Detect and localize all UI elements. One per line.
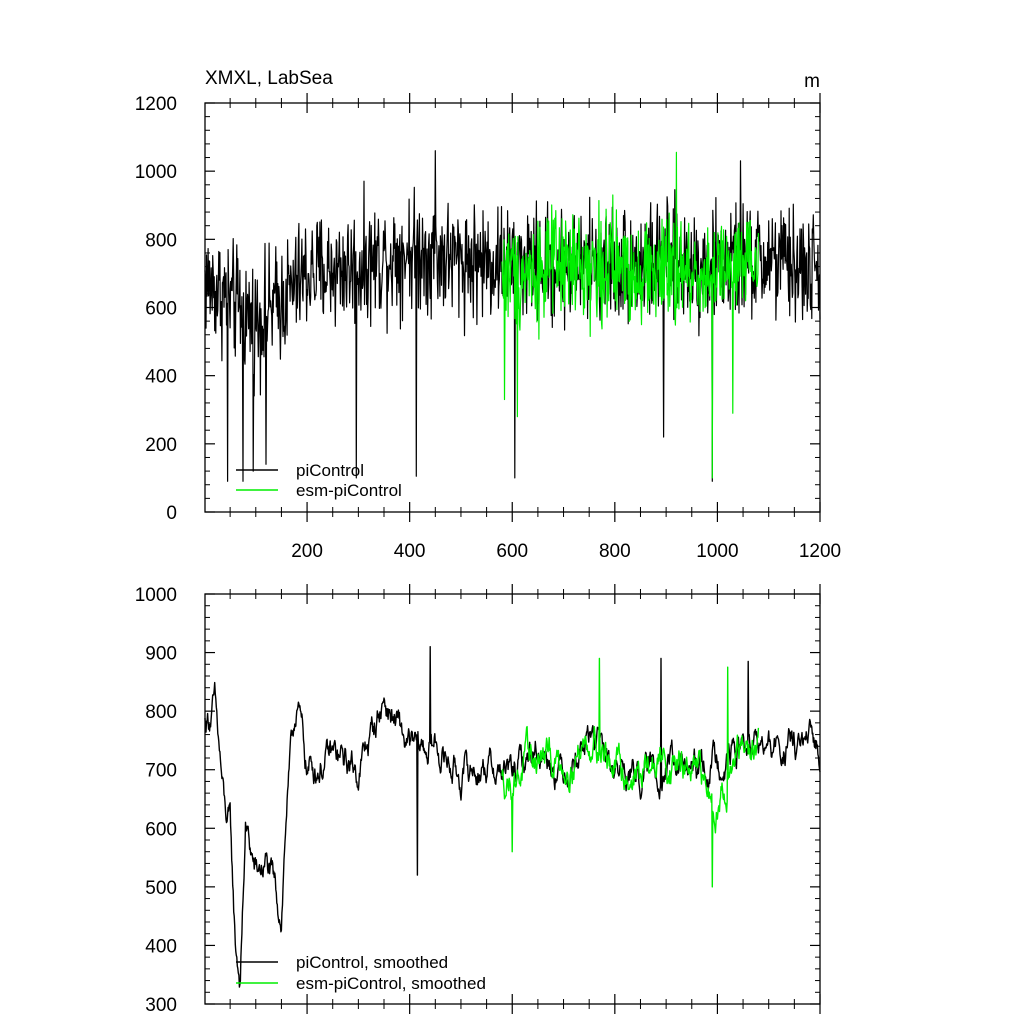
x-tick-label: 1000 [696, 541, 738, 562]
top-chart-title: XMXL, LabSea [205, 68, 333, 89]
top-units-label: m [804, 71, 820, 92]
y-tick-label: 500 [145, 878, 177, 899]
x-tick-label: 1200 [799, 541, 841, 562]
x-tick-label: 600 [496, 541, 528, 562]
top-legend: piControl esm-piControl [236, 461, 402, 500]
y-tick-label: 0 [166, 503, 177, 524]
series-line-picontrol-smoothed [204, 646, 821, 988]
y-tick-label: 400 [145, 936, 177, 957]
y-tick-label: 600 [145, 819, 177, 840]
y-tick-label: 800 [145, 702, 177, 723]
x-tick-label: 200 [291, 541, 323, 562]
y-tick-label: 800 [145, 230, 177, 251]
top-x-tick-labels: 200 400 600 800 1000 1200 [291, 541, 841, 562]
top-panel: 0 200 400 600 800 1000 1200 200 400 600 800 1000 12… [135, 68, 841, 562]
top-y-tick-labels: 0 200 400 600 800 1000 1200 [135, 94, 177, 524]
y-tick-label: 1000 [135, 162, 177, 183]
y-tick-label: 700 [145, 761, 177, 782]
x-tick-label: 400 [394, 541, 426, 562]
legend-label-piControl: piControl [296, 461, 364, 480]
y-tick-label: 300 [145, 995, 177, 1016]
top-series-layer [204, 150, 821, 482]
legend-label-esm-piControl: esm-piControl [296, 481, 402, 500]
bottom-series-layer [204, 646, 821, 988]
series-line-esm-picontrol-smoothed [501, 657, 760, 888]
y-tick-label: 900 [145, 644, 177, 665]
y-tick-label: 600 [145, 299, 177, 320]
top-tick-marks [205, 93, 821, 522]
legend-label-piControl-smoothed: piControl, smoothed [296, 953, 448, 972]
y-tick-label: 1200 [135, 94, 177, 115]
bottom-tick-marks [205, 584, 821, 1014]
bottom-y-tick-labels: 300 400 500 600 700 800 900 1000 [135, 585, 177, 1016]
x-tick-label: 800 [599, 541, 631, 562]
y-tick-label: 400 [145, 367, 177, 388]
y-tick-label: 1000 [135, 585, 177, 606]
legend-label-esm-piControl-smoothed: esm-piControl, smoothed [296, 974, 486, 993]
bottom-legend: piControl, smoothed esm-piControl, smoot… [236, 953, 486, 993]
y-tick-label: 200 [145, 435, 177, 456]
series-line-esm-picontrol [501, 151, 759, 479]
bottom-panel: 300 400 500 600 700 800 900 1000 piControl, smo… [135, 584, 821, 1016]
